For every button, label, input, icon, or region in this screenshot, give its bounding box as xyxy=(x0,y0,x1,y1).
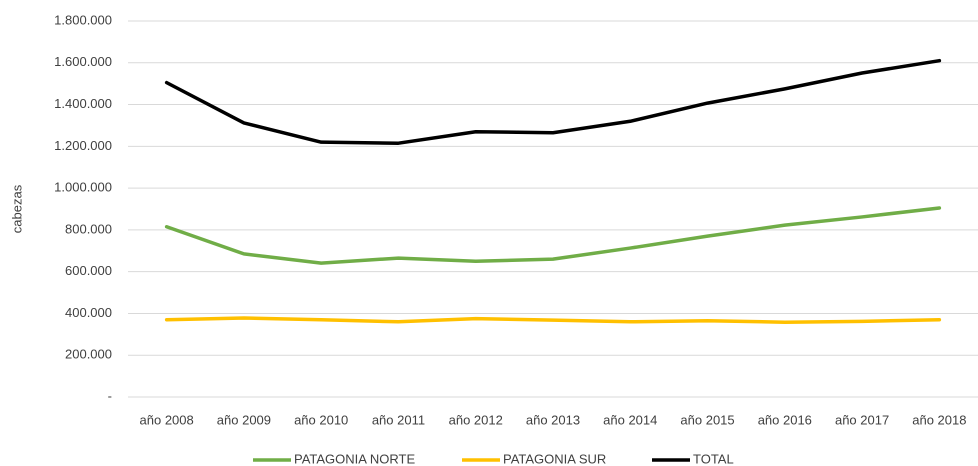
x-tick-label: año 2016 xyxy=(758,412,812,427)
x-tick-label: año 2018 xyxy=(912,412,966,427)
y-tick-label: 1.200.000 xyxy=(54,138,112,153)
x-tick-label: año 2012 xyxy=(449,412,503,427)
y-tick-label: 600.000 xyxy=(65,263,112,278)
series-line xyxy=(164,58,942,145)
x-tick-label: año 2015 xyxy=(680,412,734,427)
x-tick-label: año 2008 xyxy=(140,412,194,427)
x-tick-label: año 2017 xyxy=(835,412,889,427)
x-tick-label: año 2011 xyxy=(372,412,425,427)
x-tick-label: año 2014 xyxy=(603,412,657,427)
legend-label: PATAGONIA SUR xyxy=(503,451,606,466)
legend-label: TOTAL xyxy=(693,451,734,466)
y-tick-label: 1.400.000 xyxy=(54,96,112,111)
y-tick-label: 400.000 xyxy=(65,305,112,320)
y-tick-label: 800.000 xyxy=(65,221,112,236)
legend-label: PATAGONIA NORTE xyxy=(294,451,415,466)
y-tick-label: 1.800.000 xyxy=(54,12,112,27)
y-tick-label: - xyxy=(108,388,112,403)
series-line xyxy=(164,316,942,324)
x-tick-label: año 2009 xyxy=(217,412,271,427)
series-line xyxy=(164,206,942,265)
y-tick-label: 200.000 xyxy=(65,347,112,362)
y-tick-label: 1.600.000 xyxy=(54,54,112,69)
y-axis-title: cabezas xyxy=(9,184,24,233)
x-tick-label: año 2010 xyxy=(294,412,348,427)
x-tick-label: año 2013 xyxy=(526,412,580,427)
y-tick-label: 1.000.000 xyxy=(54,180,112,195)
